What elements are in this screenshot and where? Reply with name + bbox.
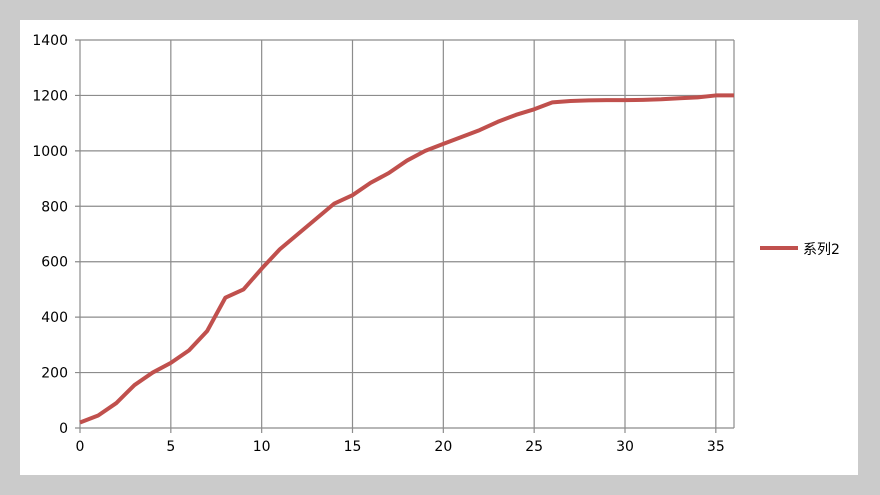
x-tick-label: 20 xyxy=(434,439,452,455)
y-tick-label: 0 xyxy=(59,421,68,437)
series-line xyxy=(79,93,734,425)
y-tick-label: 600 xyxy=(41,255,68,271)
y-tick-label: 400 xyxy=(41,310,68,326)
y-tick-label: 200 xyxy=(41,366,68,382)
y-tick-label: 1000 xyxy=(32,144,68,160)
x-tick-label: 25 xyxy=(525,439,543,455)
y-tick-label: 1400 xyxy=(32,33,68,49)
x-tick-label: 15 xyxy=(344,439,362,455)
x-tick-label: 5 xyxy=(166,439,175,455)
x-tick-label: 10 xyxy=(253,439,271,455)
x-tick-label: 35 xyxy=(707,439,725,455)
y-tick-label: 1200 xyxy=(32,88,68,104)
legend-label: 系列2 xyxy=(803,242,840,258)
x-tick-label: 0 xyxy=(76,439,85,455)
x-tick-label: 30 xyxy=(616,439,634,455)
y-tick-label: 800 xyxy=(41,199,68,215)
